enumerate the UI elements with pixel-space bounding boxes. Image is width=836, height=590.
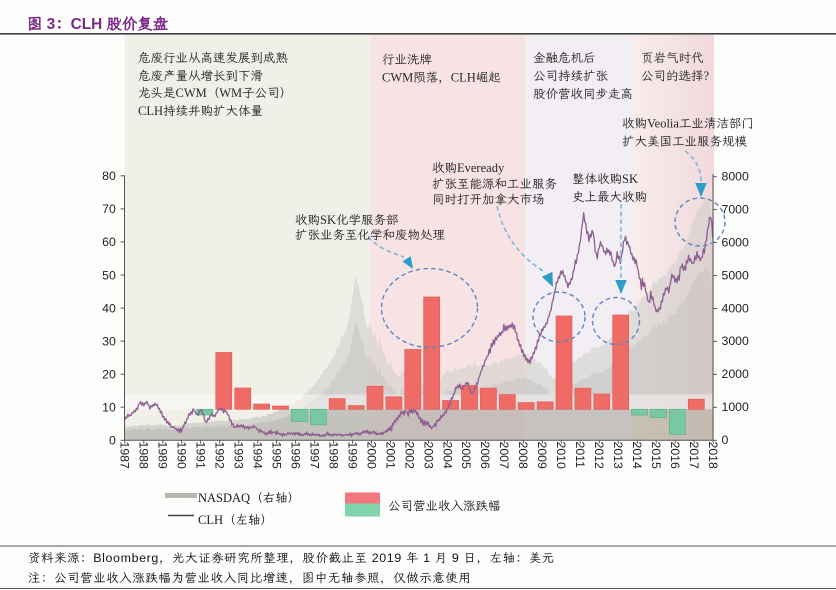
svg-text:5000: 5000 bbox=[722, 268, 750, 282]
svg-text:1994: 1994 bbox=[251, 442, 265, 470]
svg-text:史上最大收购: 史上最大收购 bbox=[572, 190, 647, 204]
svg-text:2006: 2006 bbox=[478, 442, 492, 470]
svg-text:0: 0 bbox=[109, 434, 116, 448]
svg-text:3000: 3000 bbox=[722, 334, 750, 348]
svg-text:6000: 6000 bbox=[722, 235, 750, 249]
svg-text:10: 10 bbox=[102, 401, 116, 415]
svg-text:2011: 2011 bbox=[573, 442, 587, 469]
svg-text:行业洗牌: 行业洗牌 bbox=[382, 53, 433, 67]
svg-text:40: 40 bbox=[102, 301, 116, 315]
svg-text:8000: 8000 bbox=[722, 170, 750, 184]
svg-text:1998: 1998 bbox=[326, 442, 340, 470]
svg-text:2009: 2009 bbox=[535, 442, 549, 470]
svg-text:危废产量从增长到下滑: 危废产量从增长到下滑 bbox=[138, 69, 263, 83]
svg-text:资料来源：Bloomberg，光大证券研究所整理，股价截止至: 资料来源：Bloomberg，光大证券研究所整理，股价截止至 2019 年 1 … bbox=[28, 551, 555, 565]
svg-text:20: 20 bbox=[102, 368, 116, 382]
svg-text:CWM陨落，CLH崛起: CWM陨落，CLH崛起 bbox=[382, 71, 501, 85]
svg-text:1997: 1997 bbox=[307, 442, 321, 470]
svg-text:1993: 1993 bbox=[232, 442, 246, 470]
svg-text:公司持续扩张: 公司持续扩张 bbox=[533, 69, 609, 83]
svg-text:2010: 2010 bbox=[554, 442, 568, 470]
svg-text:危废行业从高速发展到成熟: 危废行业从高速发展到成熟 bbox=[138, 51, 288, 65]
svg-text:1987: 1987 bbox=[118, 442, 132, 470]
svg-text:2000: 2000 bbox=[722, 367, 750, 381]
svg-text:1990: 1990 bbox=[175, 442, 189, 470]
svg-text:公司营业收入涨跌幅: 公司营业收入涨跌幅 bbox=[388, 499, 501, 513]
svg-text:收购Veolia工业清洁部门: 收购Veolia工业清洁部门 bbox=[622, 117, 754, 131]
svg-text:金融危机后: 金融危机后 bbox=[533, 51, 596, 65]
svg-text:股价营收同步走高: 股价营收同步走高 bbox=[533, 87, 633, 101]
svg-text:2007: 2007 bbox=[497, 442, 511, 470]
svg-text:2000: 2000 bbox=[364, 442, 378, 470]
svg-text:1995: 1995 bbox=[269, 442, 283, 470]
svg-text:2012: 2012 bbox=[592, 442, 606, 470]
svg-text:0: 0 bbox=[722, 433, 729, 447]
svg-text:收购SK化学服务部: 收购SK化学服务部 bbox=[295, 213, 398, 227]
svg-text:2005: 2005 bbox=[459, 442, 473, 470]
svg-text:2017: 2017 bbox=[687, 442, 701, 470]
svg-text:1992: 1992 bbox=[213, 442, 227, 470]
svg-text:NASDAQ（右轴）: NASDAQ（右轴） bbox=[198, 491, 300, 505]
svg-text:2001: 2001 bbox=[383, 442, 397, 470]
svg-text:1991: 1991 bbox=[194, 442, 208, 470]
svg-text:2016: 2016 bbox=[668, 442, 682, 470]
svg-text:2014: 2014 bbox=[630, 442, 644, 470]
svg-text:1999: 1999 bbox=[345, 442, 359, 470]
svg-text:2004: 2004 bbox=[440, 442, 454, 470]
svg-text:2003: 2003 bbox=[421, 442, 435, 470]
svg-text:2002: 2002 bbox=[402, 442, 416, 470]
svg-text:同时打开加拿大市场: 同时打开加拿大市场 bbox=[432, 193, 545, 207]
svg-text:2013: 2013 bbox=[611, 442, 625, 470]
svg-text:2008: 2008 bbox=[516, 442, 530, 470]
svg-text:1989: 1989 bbox=[156, 442, 170, 470]
svg-text:图 3：CLH 股价复盘: 图 3：CLH 股价复盘 bbox=[27, 15, 169, 33]
svg-text:30: 30 bbox=[102, 334, 116, 348]
svg-text:50: 50 bbox=[102, 268, 116, 282]
svg-text:7000: 7000 bbox=[722, 202, 750, 216]
svg-text:CLH持续并购扩大体量: CLH持续并购扩大体量 bbox=[138, 104, 263, 118]
svg-text:注：公司营业收入涨跌幅为营业收入同比增速，图中无轴参照，仅做: 注：公司营业收入涨跌幅为营业收入同比增速，图中无轴参照，仅做示意使用 bbox=[28, 571, 471, 585]
svg-text:2018: 2018 bbox=[706, 442, 720, 470]
svg-text:页岩气时代: 页岩气时代 bbox=[641, 51, 704, 65]
svg-text:80: 80 bbox=[102, 169, 116, 183]
svg-text:龙头是CWM（WM子公司）: 龙头是CWM（WM子公司） bbox=[138, 86, 292, 100]
svg-text:2015: 2015 bbox=[649, 442, 663, 470]
svg-text:扩张业务至化学和废物处理: 扩张业务至化学和废物处理 bbox=[295, 228, 446, 242]
svg-text:扩张至能源和工业服务: 扩张至能源和工业服务 bbox=[432, 177, 558, 191]
svg-text:4000: 4000 bbox=[722, 301, 750, 315]
svg-text:CLH（左轴）: CLH（左轴） bbox=[198, 513, 273, 527]
svg-text:公司的选择?: 公司的选择? bbox=[641, 69, 710, 83]
svg-text:收购Eveready: 收购Eveready bbox=[432, 161, 505, 175]
svg-text:整体收购SK: 整体收购SK bbox=[572, 172, 638, 186]
svg-text:70: 70 bbox=[102, 202, 116, 216]
svg-text:1988: 1988 bbox=[137, 442, 151, 470]
svg-text:1996: 1996 bbox=[288, 442, 302, 470]
svg-text:1000: 1000 bbox=[722, 400, 750, 414]
svg-text:60: 60 bbox=[102, 235, 116, 249]
svg-text:扩大美国工业服务规模: 扩大美国工业服务规模 bbox=[622, 135, 748, 149]
